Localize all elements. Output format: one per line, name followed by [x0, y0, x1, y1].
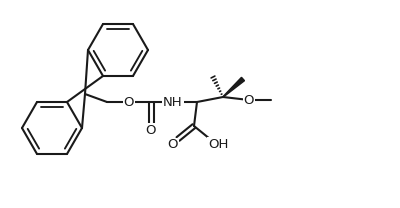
Text: NH: NH	[163, 95, 183, 109]
Polygon shape	[223, 77, 244, 97]
Text: O: O	[124, 95, 134, 109]
Text: O: O	[244, 94, 254, 106]
Text: OH: OH	[208, 137, 228, 151]
Text: O: O	[168, 139, 178, 151]
Text: O: O	[146, 124, 156, 136]
